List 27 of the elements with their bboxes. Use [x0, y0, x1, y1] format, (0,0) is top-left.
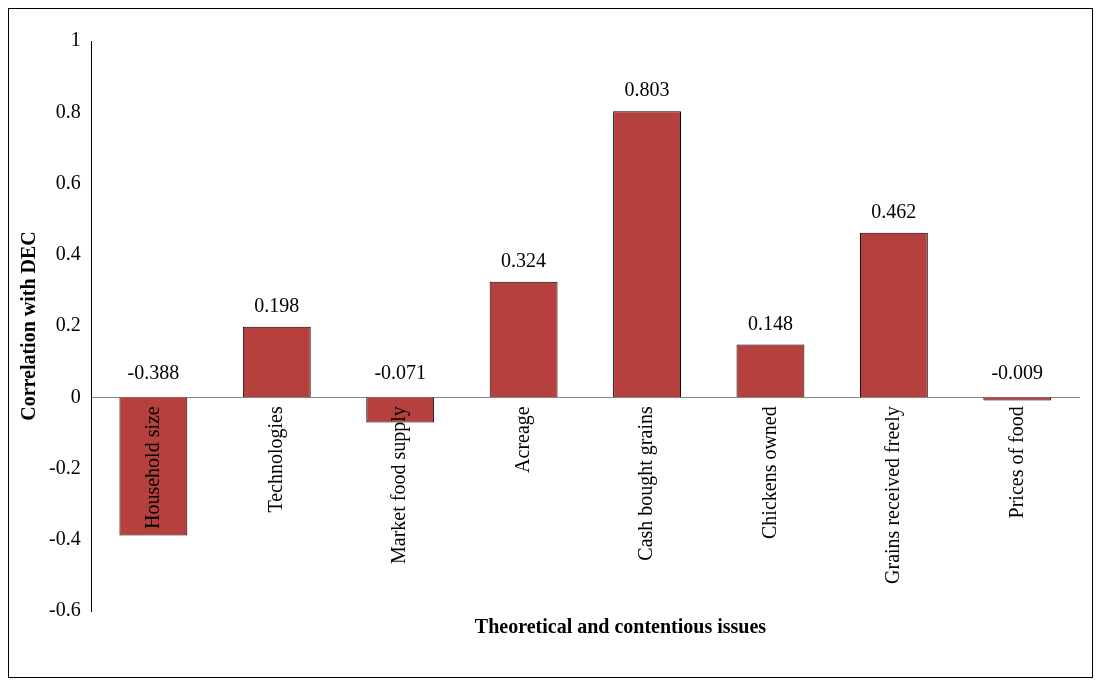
- data-label: 0.803: [624, 78, 670, 101]
- x-tick-label: Acreage: [510, 406, 534, 473]
- data-label: 0.462: [871, 199, 917, 222]
- data-label: 0.324: [501, 249, 547, 272]
- y-tick-label: 1: [70, 28, 81, 51]
- y-tick-label: 0.8: [55, 99, 81, 122]
- x-tick-label: Household size: [140, 406, 163, 530]
- x-tick-label: Grains received freely: [881, 406, 905, 584]
- y-tick-label: 0.2: [55, 313, 81, 336]
- data-label: -0.071: [374, 360, 427, 383]
- data-label: 0.148: [747, 311, 793, 334]
- x-tick-label: Chickens owned: [757, 406, 780, 540]
- x-axis-title: Theoretical and contentious issues: [473, 615, 768, 638]
- y-tick-label: -0.2: [48, 455, 81, 478]
- data-label: -0.388: [127, 360, 180, 383]
- x-tick-label: Technologies: [264, 406, 288, 513]
- data-label: 0.198: [254, 293, 300, 316]
- y-tick-label: -0.4: [48, 527, 81, 549]
- data-label: -0.009: [991, 360, 1044, 383]
- y-tick-label: -0.6: [48, 598, 81, 621]
- y-axis-title: Correlation with DEC: [17, 231, 40, 421]
- y-tick-label: 0.6: [55, 170, 81, 193]
- x-tick-label: Market food supply: [387, 406, 411, 565]
- x-tick-label: Cash bought grains: [634, 406, 658, 561]
- y-tick-label: 0: [70, 384, 81, 407]
- x-tick-label: Prices of food: [1004, 406, 1027, 519]
- y-tick-label: 0.4: [55, 242, 81, 264]
